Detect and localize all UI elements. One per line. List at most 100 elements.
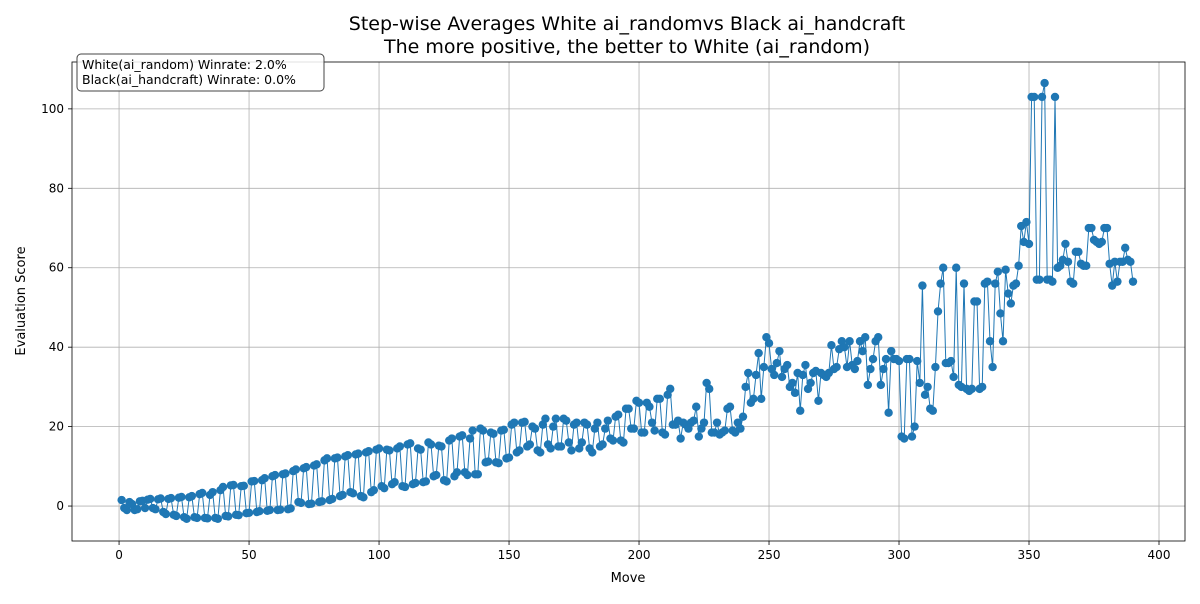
data-point (749, 394, 758, 404)
data-point (208, 487, 217, 497)
data-point (286, 504, 295, 513)
data-point (140, 503, 150, 513)
data-point (936, 279, 945, 288)
data-point (1082, 261, 1091, 270)
data-point (1087, 223, 1096, 233)
data-point (328, 494, 337, 504)
data-point (1102, 223, 1112, 233)
data-point (928, 406, 938, 415)
y-tick-label: 0 (56, 499, 64, 513)
data-point (894, 356, 904, 366)
data-point (406, 439, 415, 448)
data-point (172, 511, 181, 521)
data-point (567, 446, 576, 455)
data-point (364, 447, 373, 456)
data-point (598, 440, 607, 449)
data-point (239, 481, 249, 490)
data-point (307, 499, 316, 508)
data-point (133, 505, 142, 514)
data-point (933, 307, 943, 316)
data-point (798, 370, 808, 380)
data-point (900, 434, 909, 443)
data-point (380, 483, 389, 493)
data-point (1069, 279, 1078, 288)
data-point (692, 402, 701, 411)
data-point (788, 378, 797, 388)
data-point (317, 497, 327, 506)
data-point (814, 396, 823, 405)
data-point (421, 477, 431, 486)
data-point (213, 514, 223, 523)
data-point (588, 448, 597, 457)
data-point (270, 470, 280, 480)
data-point (426, 440, 436, 449)
data-point (1074, 247, 1083, 257)
data-point (1004, 289, 1013, 298)
data-point (660, 430, 670, 439)
data-point (276, 505, 285, 514)
data-point (411, 478, 420, 488)
chart-subtitle: The more positive, the better to White (… (383, 36, 870, 58)
data-point (1061, 239, 1070, 249)
data-point (1014, 261, 1023, 270)
x-axis-label: Move (611, 571, 646, 586)
data-point (494, 458, 503, 468)
data-point (322, 454, 332, 463)
data-point (920, 390, 930, 400)
data-point (949, 372, 958, 382)
data-point (790, 388, 800, 398)
data-point (907, 432, 917, 441)
data-point (796, 406, 805, 415)
data-point (572, 418, 581, 427)
data-point (1001, 265, 1010, 274)
data-point (465, 434, 475, 443)
data-point (764, 339, 774, 348)
data-point (946, 356, 956, 366)
data-point (910, 422, 919, 431)
data-point (874, 333, 883, 342)
data-point (694, 432, 704, 441)
data-point (676, 434, 685, 443)
data-point (354, 449, 363, 458)
x-tick-label: 100 (368, 548, 391, 562)
data-point (777, 372, 787, 382)
data-point (122, 505, 132, 515)
data-point (161, 509, 171, 519)
data-point (504, 453, 514, 462)
data-point (369, 485, 379, 495)
data-point (861, 333, 870, 342)
data-point (939, 263, 948, 272)
data-point (650, 426, 659, 435)
data-point (754, 348, 763, 358)
data-point (166, 493, 176, 503)
data-point (689, 416, 698, 425)
series-line (121, 82, 1134, 520)
data-point (879, 364, 888, 374)
data-point (757, 394, 766, 404)
data-point (1024, 239, 1034, 249)
data-point (1048, 277, 1057, 286)
annotation-box (76, 53, 325, 92)
data-point (343, 451, 353, 460)
data-point (655, 394, 665, 404)
data-point (887, 346, 896, 356)
data-point (827, 340, 836, 350)
data-point (478, 426, 488, 435)
data-point (959, 279, 969, 288)
data-point (601, 424, 610, 433)
data-point (738, 412, 748, 421)
data-point (447, 434, 457, 443)
data-point (546, 444, 555, 453)
data-point (359, 493, 368, 502)
data-point (442, 477, 451, 486)
y-axis-label: Evaluation Score (14, 246, 29, 355)
data-point (551, 414, 561, 423)
data-point (291, 465, 301, 474)
x-tick-label: 0 (115, 548, 123, 562)
data-point (988, 362, 997, 372)
data-point (840, 342, 849, 352)
data-point (385, 446, 394, 455)
data-point (666, 384, 675, 394)
data-point (918, 281, 927, 290)
data-point (772, 358, 782, 368)
